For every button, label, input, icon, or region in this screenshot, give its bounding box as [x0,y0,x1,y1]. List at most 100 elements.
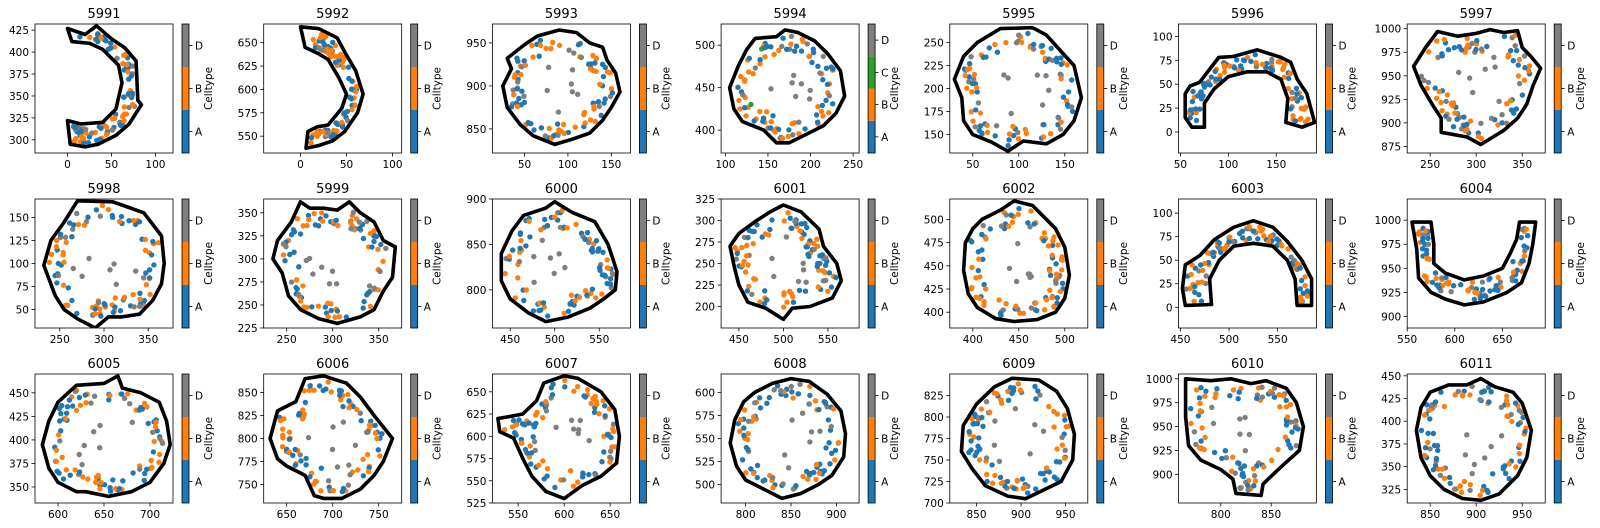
point-celltype-D [542,133,549,139]
point-celltype-A [1016,205,1022,212]
point-celltype-B [121,118,127,124]
point-celltype-B [345,391,351,398]
point-celltype-B [367,303,374,310]
point-celltype-B [65,302,71,308]
colorbar-label: Celltype [1575,242,1587,285]
point-celltype-B [582,288,589,294]
point-celltype-D [1053,280,1059,286]
point-celltype-B [815,284,821,290]
colorbar-segment-A [1096,110,1104,153]
point-celltype-A [822,399,828,405]
point-celltype-D [745,418,752,424]
plot-area [40,374,172,499]
point-celltype-A [523,243,529,249]
colorbar-frame [1325,23,1333,154]
colorbar-segment-D [1325,24,1333,67]
point-celltype-A [761,300,768,307]
point-celltype-B [340,64,347,71]
point-celltype-D [521,93,527,99]
point-celltype-A [307,383,313,389]
x-tick-label: 850 [966,509,986,521]
point-celltype-D [547,255,554,261]
colorbar-category-label: D [652,216,660,228]
point-celltype-A [109,212,116,219]
point-celltype-A [54,280,60,286]
point-celltype-A [1445,47,1452,53]
point-celltype-A [1286,442,1292,448]
point-celltype-D [97,213,104,219]
point-celltype-A [989,462,995,468]
colorbar-frame [181,23,190,154]
point-celltype-B [346,405,352,411]
point-celltype-A [287,251,293,258]
point-celltype-B [141,400,148,407]
point-celltype-B [813,476,819,482]
y-tick-label: 500 [924,214,944,226]
x-tick-label: 50 [966,159,979,171]
point-celltype-A [1451,45,1458,51]
colorbar-segment-D [639,374,647,417]
point-celltype-B [526,218,532,224]
point-celltype-D [111,261,117,267]
point-celltype-B [1058,76,1064,82]
point-celltype-D [348,226,354,232]
colorbar-category-label: C [881,67,888,79]
y-tick-label: 100 [1152,31,1172,43]
x-tick-label: 300 [1466,159,1486,171]
point-celltype-B [1188,420,1194,427]
point-celltype-B [56,432,62,438]
colorbar-segment-D [868,374,876,417]
point-celltype-D [560,477,567,483]
point-celltype-B [60,252,66,258]
point-celltype-B [600,398,606,404]
y-tick-label: 225 [238,323,258,335]
point-celltype-B [1436,89,1442,95]
point-celltype-D [791,72,797,79]
point-celltype-A [986,45,992,51]
point-celltype-A [1425,430,1431,436]
point-celltype-D [1015,240,1021,247]
subplot-title: 5994 [774,7,807,22]
point-celltype-A [979,414,985,421]
point-celltype-A [1484,43,1490,50]
colorbar-frame [639,23,647,154]
plot-area [1183,376,1306,498]
point-celltype-A [531,127,537,133]
colorbar-category-label: B [1110,259,1117,271]
point-celltype-D [792,218,798,225]
point-celltype-D [569,67,576,73]
colorbar-category-label: B [881,100,888,112]
point-celltype-D [329,268,336,274]
point-celltype-D [297,452,303,458]
point-celltype-B [757,299,763,305]
x-tick-label: 150 [758,159,778,171]
point-celltype-B [1041,307,1048,313]
point-celltype-D [1006,265,1013,272]
colorbar-category-label: D [1567,216,1575,228]
point-celltype-B [340,54,347,61]
plot-area [271,200,398,326]
point-celltype-A [1508,47,1514,54]
y-tick-label: 425 [924,284,944,296]
y-tick-label: 975 [1381,239,1401,251]
point-celltype-A [538,125,545,131]
y-tick-label: 550 [238,131,258,143]
point-celltype-A [828,284,835,290]
region-boundary [952,25,1084,153]
point-celltype-D [1237,416,1243,422]
colorbar-frame [181,198,190,329]
point-celltype-D [1203,273,1209,279]
point-celltype-D [1470,89,1476,96]
point-celltype-A [745,234,751,241]
point-celltype-D [789,417,795,423]
point-celltype-D [983,455,990,461]
point-celltype-B [330,487,337,494]
point-celltype-A [1002,483,1008,489]
point-celltype-D [1049,57,1056,63]
point-celltype-D [1015,129,1021,136]
point-celltype-B [501,427,508,433]
y-tick-label: 650 [238,38,258,50]
y-tick-label: 900 [1381,118,1401,130]
colorbar-segment-D [868,199,876,242]
